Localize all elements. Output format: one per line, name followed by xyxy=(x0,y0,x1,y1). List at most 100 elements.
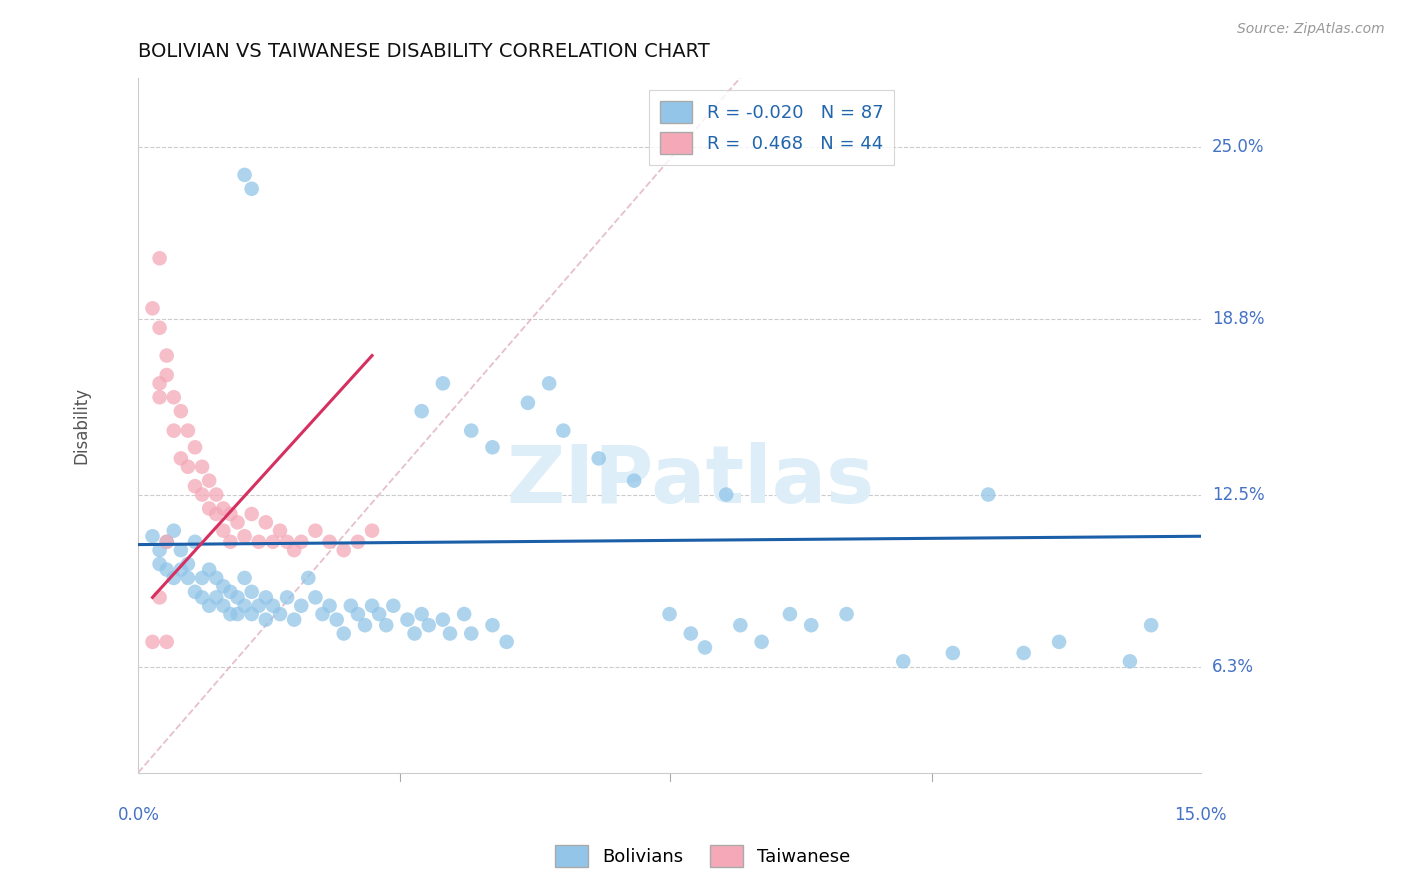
Point xyxy=(156,368,179,382)
Point xyxy=(276,534,298,549)
Text: 12.5%: 12.5% xyxy=(1212,485,1264,504)
Point xyxy=(318,599,340,613)
Text: 15.0%: 15.0% xyxy=(1174,805,1227,824)
Point xyxy=(205,487,228,501)
Point xyxy=(156,534,179,549)
Point xyxy=(332,626,354,640)
Point xyxy=(226,607,249,621)
Point xyxy=(191,459,214,474)
Point xyxy=(240,507,263,521)
Point xyxy=(432,376,454,391)
Point xyxy=(588,451,610,466)
Point xyxy=(779,607,801,621)
Point xyxy=(354,618,377,632)
Text: Disability: Disability xyxy=(73,386,91,464)
Point xyxy=(332,543,354,558)
Point xyxy=(254,516,277,530)
Point xyxy=(262,599,284,613)
Text: Source: ZipAtlas.com: Source: ZipAtlas.com xyxy=(1237,22,1385,37)
Point xyxy=(198,501,221,516)
Point xyxy=(163,571,186,585)
Point xyxy=(623,474,645,488)
Point xyxy=(177,571,200,585)
Point xyxy=(361,599,384,613)
Point xyxy=(198,563,221,577)
Point xyxy=(149,591,172,605)
Point xyxy=(553,424,575,438)
Point xyxy=(538,376,561,391)
Point xyxy=(269,524,291,538)
Point xyxy=(141,529,163,543)
Point xyxy=(156,534,179,549)
Point xyxy=(156,563,179,577)
Text: 25.0%: 25.0% xyxy=(1212,138,1264,156)
Point xyxy=(219,607,242,621)
Point xyxy=(340,599,363,613)
Point xyxy=(170,451,193,466)
Point xyxy=(247,599,270,613)
Point xyxy=(184,479,207,493)
Point xyxy=(418,618,440,632)
Point xyxy=(198,599,221,613)
Point xyxy=(368,607,391,621)
Point xyxy=(205,571,228,585)
Point xyxy=(304,524,326,538)
Point xyxy=(1047,635,1070,649)
Point xyxy=(156,349,179,363)
Point xyxy=(177,459,200,474)
Point xyxy=(163,424,186,438)
Point xyxy=(212,579,235,593)
Point xyxy=(942,646,965,660)
Point xyxy=(149,557,172,571)
Point xyxy=(149,390,172,404)
Point xyxy=(212,501,235,516)
Point xyxy=(219,534,242,549)
Point xyxy=(481,440,503,454)
Point xyxy=(977,487,1000,501)
Point xyxy=(835,607,858,621)
Point xyxy=(184,440,207,454)
Point xyxy=(283,613,305,627)
Point xyxy=(283,543,305,558)
Point xyxy=(679,626,702,640)
Point xyxy=(233,599,256,613)
Point xyxy=(290,599,312,613)
Point xyxy=(658,607,681,621)
Point xyxy=(149,376,172,391)
Point xyxy=(361,524,384,538)
Point xyxy=(247,534,270,549)
Point xyxy=(1140,618,1163,632)
Point xyxy=(411,404,433,418)
Text: BOLIVIAN VS TAIWANESE DISABILITY CORRELATION CHART: BOLIVIAN VS TAIWANESE DISABILITY CORRELA… xyxy=(138,42,710,61)
Point xyxy=(141,635,163,649)
Point xyxy=(1012,646,1035,660)
Point xyxy=(212,599,235,613)
Point xyxy=(163,524,186,538)
Point xyxy=(325,613,347,627)
Point xyxy=(411,607,433,621)
Point xyxy=(191,571,214,585)
Point xyxy=(347,534,370,549)
Point xyxy=(205,507,228,521)
Point xyxy=(170,543,193,558)
Point xyxy=(219,507,242,521)
Point xyxy=(254,613,277,627)
Point xyxy=(800,618,823,632)
Point xyxy=(212,524,235,538)
Point xyxy=(170,563,193,577)
Point xyxy=(495,635,517,649)
Point xyxy=(191,487,214,501)
Point xyxy=(481,618,503,632)
Point xyxy=(516,396,538,410)
Point xyxy=(276,591,298,605)
Legend: Bolivians, Taiwanese: Bolivians, Taiwanese xyxy=(548,838,858,874)
Text: 0.0%: 0.0% xyxy=(118,805,159,824)
Point xyxy=(730,618,752,632)
Point xyxy=(149,543,172,558)
Point xyxy=(156,635,179,649)
Point xyxy=(240,584,263,599)
Point xyxy=(396,613,419,627)
Point xyxy=(304,591,326,605)
Point xyxy=(297,571,319,585)
Point xyxy=(177,557,200,571)
